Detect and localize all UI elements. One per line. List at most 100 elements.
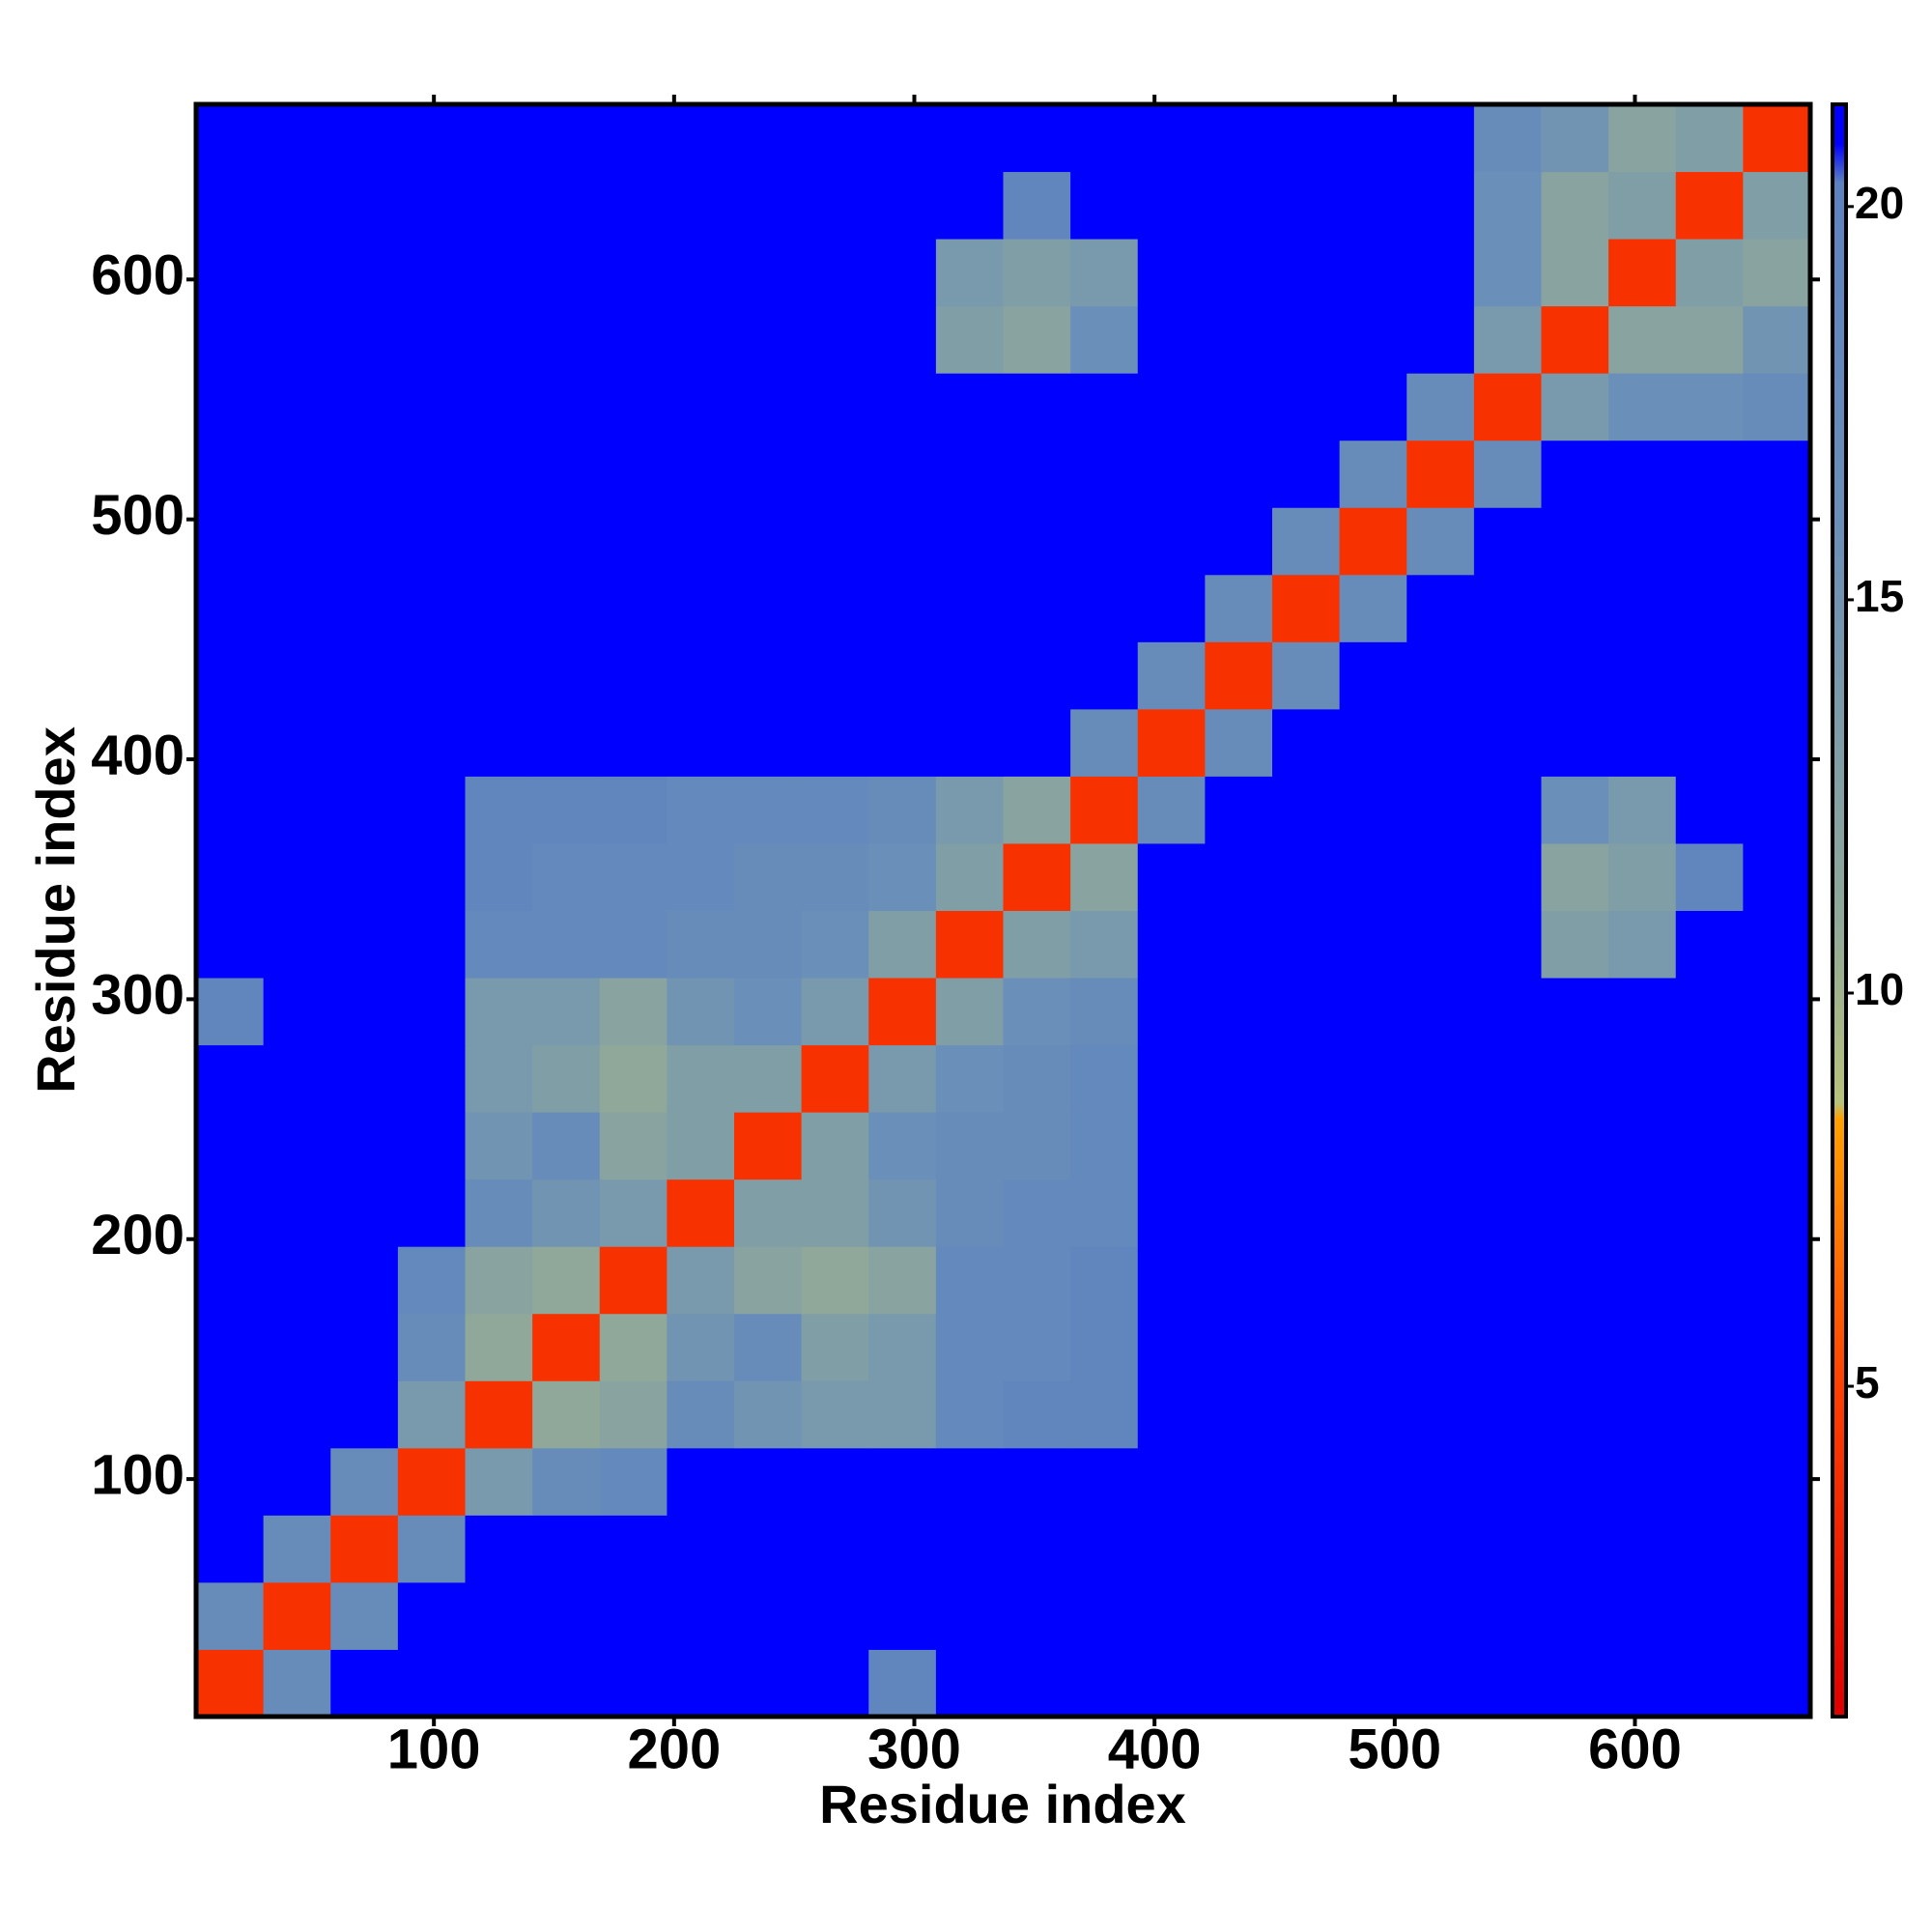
y-tick-label: 400 (91, 724, 185, 786)
heatmap-cell (330, 641, 399, 710)
heatmap-cell (1743, 507, 1811, 576)
heatmap-cell (1473, 171, 1542, 240)
heatmap-cell (667, 574, 735, 642)
heatmap-cell (1137, 1044, 1206, 1113)
heatmap-cell (330, 239, 399, 307)
heatmap-cell (1137, 1447, 1206, 1516)
heatmap-cell (1205, 1380, 1273, 1449)
heatmap-cell (1003, 1313, 1071, 1381)
heatmap-cell (532, 708, 601, 777)
heatmap-cell (1339, 507, 1407, 576)
heatmap-cell (734, 305, 803, 374)
heatmap-cell (1406, 842, 1475, 911)
heatmap-cell (1205, 1246, 1273, 1315)
heatmap-cell (196, 239, 265, 307)
heatmap-cell (263, 1380, 331, 1449)
heatmap-cell (1675, 708, 1744, 777)
heatmap-cell (1541, 239, 1609, 307)
heatmap-cell (1743, 1246, 1811, 1315)
heatmap-cell (1003, 574, 1071, 642)
heatmap-cell (263, 910, 331, 979)
heatmap-cell (1675, 978, 1744, 1046)
heatmap-cell (1675, 776, 1744, 844)
heatmap-cell (532, 1112, 601, 1180)
heatmap-cell (1137, 1581, 1206, 1650)
heatmap-cell (196, 305, 265, 374)
heatmap-cell (397, 842, 466, 911)
heatmap-cell (667, 507, 735, 576)
heatmap-cell (868, 1246, 937, 1315)
heatmap-cell (734, 1313, 803, 1381)
heatmap-cell (1608, 1581, 1677, 1650)
heatmap-cell (1339, 1581, 1407, 1650)
heatmap-cell (196, 1179, 265, 1247)
heatmap-cell (196, 1246, 265, 1315)
heatmap-cell (1406, 1313, 1475, 1381)
heatmap-cell (935, 708, 1004, 777)
heatmap-cell (1675, 507, 1744, 576)
heatmap-cell (532, 1246, 601, 1315)
heatmap-cell (330, 978, 399, 1046)
heatmap-cell (1070, 978, 1139, 1046)
heatmap-cell (1675, 1246, 1744, 1315)
heatmap-cell (1675, 171, 1744, 240)
heatmap-cell (1137, 1112, 1206, 1180)
heatmap-cell (1137, 776, 1206, 844)
heatmap-cell (1339, 1179, 1407, 1247)
heatmap-cell (196, 978, 265, 1046)
heatmap-cell (196, 708, 265, 777)
heatmap-cell (868, 1179, 937, 1247)
heatmap-cell (1406, 776, 1475, 844)
heatmap-cell (1070, 1515, 1139, 1583)
heatmap-cell (1608, 239, 1677, 307)
heatmap-cell (196, 776, 265, 844)
heatmap-cell (1473, 440, 1542, 508)
heatmap-cell (801, 910, 869, 979)
x-tick-label: 200 (627, 1718, 721, 1780)
heatmap-cell (1272, 708, 1341, 777)
heatmap-cell (1675, 842, 1744, 911)
heatmap-cell (1137, 104, 1206, 173)
heatmap-cell (801, 1179, 869, 1247)
heatmap-cell (1272, 305, 1341, 374)
heatmap-cell (1003, 440, 1071, 508)
heatmap-cell (263, 1313, 331, 1381)
heatmap-cell (1003, 305, 1071, 374)
heatmap-cell (667, 1179, 735, 1247)
heatmap-cell (263, 1649, 331, 1718)
heatmap-cell (868, 1313, 937, 1381)
heatmap-cell (1137, 978, 1206, 1046)
heatmap-cell (1137, 842, 1206, 911)
heatmap-cell (935, 776, 1004, 844)
colorbar-tick-label: 20 (1855, 178, 1904, 228)
heatmap-cell (1608, 507, 1677, 576)
heatmap-cell (935, 574, 1004, 642)
heatmap-cell (868, 1380, 937, 1449)
heatmap-cell (1743, 104, 1811, 173)
heatmap-cells (196, 104, 1811, 1718)
heatmap-cell (1137, 373, 1206, 441)
heatmap-cell (1473, 1447, 1542, 1516)
heatmap-cell (1339, 239, 1407, 307)
heatmap-cell (1272, 1246, 1341, 1315)
heatmap-cell (1743, 1179, 1811, 1247)
heatmap-cell (1205, 239, 1273, 307)
heatmap-cell (397, 574, 466, 642)
heatmap-cell (599, 440, 668, 508)
heatmap-cell (330, 1044, 399, 1113)
heatmap-cell (1070, 910, 1139, 979)
heatmap-cell (263, 574, 331, 642)
heatmap-cell (599, 373, 668, 441)
heatmap-cell (196, 440, 265, 508)
heatmap-cell (1541, 507, 1609, 576)
heatmap-cell (801, 239, 869, 307)
heatmap-cell (1137, 171, 1206, 240)
heatmap-cell (330, 1581, 399, 1650)
heatmap-cell (1608, 842, 1677, 911)
heatmap-cell (1205, 1179, 1273, 1247)
heatmap-cell (667, 373, 735, 441)
heatmap-cell (868, 641, 937, 710)
heatmap-cell (397, 1112, 466, 1180)
heatmap-cell (868, 440, 937, 508)
heatmap-cell (734, 1246, 803, 1315)
